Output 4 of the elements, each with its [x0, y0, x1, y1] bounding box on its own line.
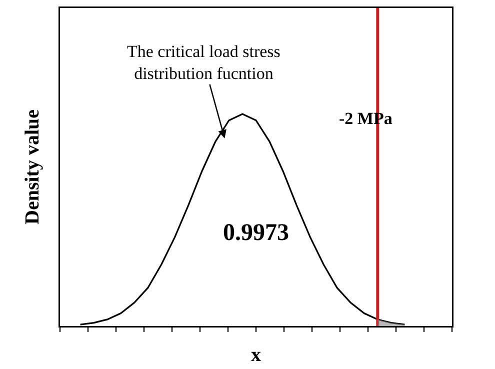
text: The critical load stress distribution fucntion [127, 42, 280, 84]
annotation: 0.9973 [223, 220, 289, 246]
x-axis-title: x [251, 344, 261, 366]
y-axis-title: Density value [21, 109, 44, 224]
